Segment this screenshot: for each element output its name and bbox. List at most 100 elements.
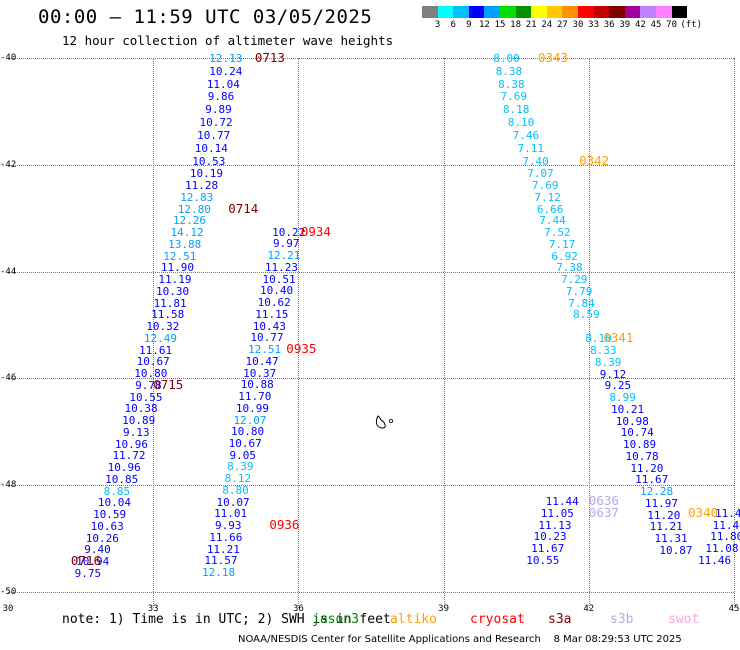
grid-line-vertical bbox=[298, 58, 300, 608]
wave-height-value: 12.21 bbox=[267, 249, 301, 263]
wave-height-value: 11.70 bbox=[238, 390, 272, 403]
legend-swatch bbox=[453, 6, 469, 18]
legend-swatch bbox=[655, 6, 672, 18]
legend-swatch bbox=[593, 6, 610, 18]
wave-height-value: 10.53 bbox=[192, 154, 226, 168]
wave-height-value: 11.80 bbox=[710, 530, 740, 544]
wave-height-value: 12.83 bbox=[180, 190, 214, 204]
wave-height-value: 10.38 bbox=[124, 402, 158, 416]
grid-line-vertical bbox=[588, 58, 590, 608]
wave-height-value: 13.88 bbox=[168, 237, 202, 251]
legend-swatch bbox=[422, 6, 438, 18]
satellite-name-altiko: altiko bbox=[390, 612, 437, 627]
wave-height-value: 7.29 bbox=[561, 273, 588, 287]
wave-height-value: 11.08 bbox=[705, 542, 739, 556]
wave-height-value: 10.80 bbox=[134, 367, 168, 381]
wave-height-value: 10.22 bbox=[272, 225, 306, 239]
grid-line-vertical bbox=[734, 58, 735, 608]
wave-height-value: 10.89 bbox=[623, 438, 657, 452]
wave-height-value: 10.37 bbox=[243, 366, 277, 380]
wave-height-value: 7.17 bbox=[548, 237, 576, 251]
legend-swatch bbox=[515, 6, 532, 18]
wave-height-value: 7.44 bbox=[539, 214, 566, 228]
wave-height-value: 10.19 bbox=[189, 167, 223, 181]
wave-height-value: 10.80 bbox=[231, 425, 265, 439]
x-tick-label: 42 bbox=[583, 604, 595, 614]
pass-time-label: 0934 bbox=[300, 223, 331, 239]
island-outline bbox=[375, 415, 393, 429]
legend-label: 9 bbox=[466, 20, 472, 30]
wave-height-value: 11.90 bbox=[160, 261, 194, 275]
footer-note: note: 1) Time is in UTC; 2) SWH is in fe… bbox=[62, 612, 391, 627]
wave-height-value: 8.38 bbox=[498, 77, 525, 91]
pass-time-label: 0343 bbox=[537, 50, 569, 65]
wave-height-value: 11.28 bbox=[185, 179, 219, 193]
wave-height-value: 11.57 bbox=[204, 554, 238, 568]
wave-height-value: 12.07 bbox=[233, 413, 267, 427]
wave-height-value: 10.40 bbox=[260, 284, 294, 298]
y-tick-label: -46 bbox=[0, 373, 17, 384]
wave-height-value: 10.85 bbox=[105, 472, 139, 486]
wave-height-value: 9.93 bbox=[214, 519, 242, 533]
grid-line-horizontal bbox=[8, 485, 734, 487]
wave-height-value: 10.04 bbox=[97, 496, 132, 510]
wave-height-value: 10.59 bbox=[93, 508, 127, 522]
wave-height-value: 7.52 bbox=[544, 226, 571, 240]
wave-height-value: 8.59 bbox=[573, 308, 600, 322]
pass-time-label: 0714 bbox=[228, 200, 259, 216]
legend-swatch bbox=[640, 6, 656, 18]
grid-line-horizontal bbox=[8, 164, 734, 166]
pass-time-label: 0715 bbox=[153, 376, 184, 392]
pass-time-label: 0636 bbox=[588, 493, 619, 509]
grid-line-horizontal bbox=[8, 58, 734, 59]
wave-height-value: 10.62 bbox=[257, 296, 291, 310]
wave-height-value: 11.67 bbox=[531, 542, 565, 556]
legend-labels: 3 6 9 12 15 18 21 24 27 30 33 36 39 42 45 70 (ft) bbox=[422, 18, 740, 32]
wave-height-value: 11.31 bbox=[654, 532, 688, 546]
wave-height-value: 9.89 bbox=[205, 103, 232, 117]
wave-height-value: 10.98 bbox=[615, 414, 649, 428]
map-subtitle: 12 hour collection of altimeter wave hei… bbox=[62, 33, 394, 48]
wave-height-value: 8.10 bbox=[507, 116, 535, 130]
wave-height-value: 10.72 bbox=[199, 116, 233, 130]
wave-height-value: 12.28 bbox=[639, 485, 674, 499]
wave-height-value: 7.84 bbox=[568, 296, 595, 310]
wave-height-value: 12.49 bbox=[143, 331, 178, 345]
x-tick-label: 45 bbox=[728, 604, 740, 614]
legend-label: 15 bbox=[494, 20, 506, 30]
wave-height-value: 7.12 bbox=[534, 190, 561, 204]
wave-height-value: 10.07 bbox=[216, 495, 250, 509]
wave-height-value: 7.69 bbox=[500, 90, 528, 104]
wave-height-value: 14.12 bbox=[170, 226, 204, 240]
grid-line-horizontal bbox=[8, 591, 734, 593]
pass-time-label: 0713 bbox=[254, 50, 285, 65]
wave-height-value: 11.20 bbox=[630, 461, 664, 475]
wave-height-value: 10.87 bbox=[659, 543, 693, 557]
wave-height-value: 10.63 bbox=[90, 519, 124, 533]
wave-height-value: 6.92 bbox=[551, 249, 578, 263]
x-tick-label: 39 bbox=[438, 604, 450, 614]
wave-height-value: 11.21 bbox=[649, 520, 683, 534]
wave-height-value: 9.75 bbox=[74, 566, 102, 580]
wave-height-value: 8.39 bbox=[594, 355, 622, 369]
wave-height-value: 10.14 bbox=[194, 141, 228, 155]
map-title: 00:00 — 11:59 UTC 03/05/2025 bbox=[38, 6, 373, 28]
legend-label: 3 bbox=[434, 20, 441, 30]
legend-swatch bbox=[562, 6, 578, 18]
wave-height-value: 10.74 bbox=[620, 426, 654, 440]
wave-height-value: 7.40 bbox=[522, 154, 549, 168]
wave-height-value: 11.44 bbox=[545, 495, 579, 509]
y-tick-label: -50 bbox=[0, 586, 17, 597]
legend-label: 33 bbox=[588, 20, 600, 30]
pass-time-label: 0935 bbox=[286, 341, 317, 357]
wave-height-value: 7.69 bbox=[531, 179, 559, 193]
x-tick-label: 30 bbox=[2, 604, 14, 614]
map-plot-area: 12.13 10.24 11.04 9.86 9.89 10.72 10.77 10.14 10… bbox=[8, 51, 740, 608]
legend-label: 42 bbox=[634, 20, 646, 30]
wave-height-value: 11.46 bbox=[698, 553, 732, 567]
wave-height-value: 7.38 bbox=[556, 261, 583, 275]
wave-height-value: 10.47 bbox=[245, 354, 279, 368]
legend-label: 45 bbox=[650, 20, 662, 30]
legend-swatch bbox=[437, 6, 454, 18]
x-tick-label: 36 bbox=[292, 604, 304, 614]
